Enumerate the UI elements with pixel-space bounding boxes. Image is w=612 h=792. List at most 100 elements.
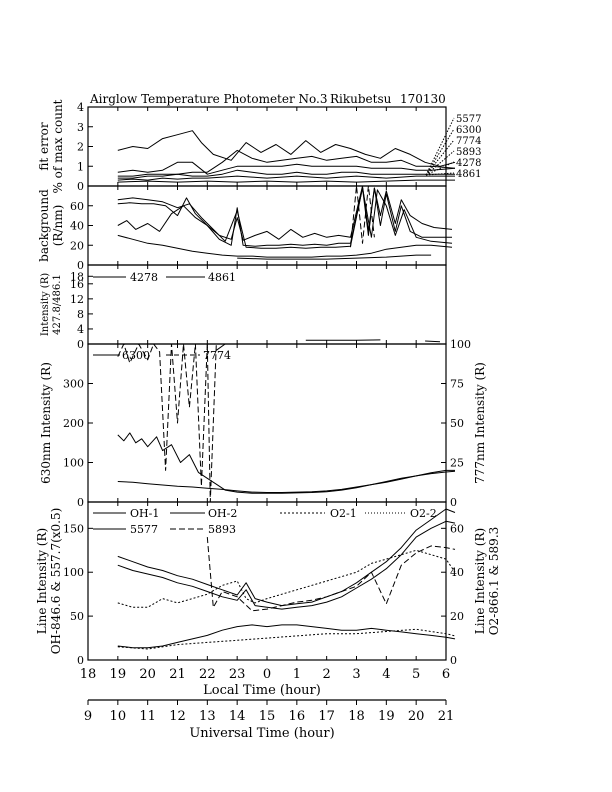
series-7774: [117, 344, 217, 502]
series-6300: [117, 187, 452, 247]
ut-tick-label: 9: [84, 709, 92, 724]
y-right-axis-label: 777nm Intensity (R): [473, 362, 487, 484]
y-tick-label: 0: [77, 180, 84, 193]
legend-o22: O2-2: [410, 507, 437, 520]
series-4861: [425, 340, 441, 343]
legend-6300: 6300: [122, 349, 150, 362]
local-time-tick-label: 20: [139, 667, 156, 682]
side-label-leader: [425, 150, 455, 176]
ut-tick-label: 12: [169, 709, 186, 724]
side-label-leader: [425, 139, 455, 176]
y-axis-label: (R/nm): [51, 205, 65, 247]
local-time-tick-label: 3: [352, 667, 360, 682]
local-time-tick-label: 1: [293, 667, 301, 682]
series-5577: [117, 624, 456, 649]
y-tick-label: 2: [77, 141, 84, 154]
y-right-tick-label: 0: [450, 654, 457, 667]
series-7774: [117, 149, 456, 177]
y-tick-label: 16: [70, 278, 84, 291]
ut-tick-label: 20: [408, 709, 425, 724]
y-right-tick-label: 100: [450, 338, 471, 351]
y-tick-label: 4: [77, 323, 84, 336]
local-time-tick-label: 18: [80, 667, 97, 682]
legend-4861: 4861: [208, 271, 236, 284]
chart-title: Airglow Temperature Photometer No.3: [89, 92, 328, 106]
local-time-tick-label: 22: [199, 667, 216, 682]
local-time-tick-label: 0: [263, 667, 271, 682]
local-time-tick-label: 6: [442, 667, 450, 682]
ut-tick-label: 15: [259, 709, 276, 724]
chart-date: 170130: [400, 92, 446, 106]
side-label: 5893: [456, 147, 481, 158]
y-tick-label: 0: [77, 496, 84, 509]
series-5577: [117, 186, 453, 241]
y-tick-label: 0: [77, 338, 84, 351]
series-4278: [117, 234, 453, 258]
y-right-tick-label: 20: [450, 610, 464, 623]
side-label-leader: [425, 161, 455, 176]
side-label: 4278: [456, 158, 481, 169]
ut-tick-label: 19: [378, 709, 395, 724]
chart-station: Rikubetsu: [330, 92, 392, 106]
y-tick-label: 1: [77, 160, 84, 173]
ut-tick-label: 17: [318, 709, 335, 724]
series-4278: [117, 175, 455, 181]
series-oh-2: [117, 520, 456, 610]
panel-fit-error: 0 1 2 3 4 fit error% of max count: [37, 99, 456, 194]
y-axis-label: Intensity (R): [40, 273, 51, 336]
series-7774: [117, 187, 453, 249]
series-4861: [237, 254, 432, 260]
series-o2-2: [117, 628, 456, 650]
y-tick-label: 150: [63, 522, 84, 535]
legend-o21: O2-1: [330, 507, 357, 520]
ut-tick-label: 16: [289, 709, 306, 724]
series-5893: [350, 186, 375, 248]
panel-frame: [87, 343, 447, 503]
side-label: 7774: [456, 136, 481, 147]
y-tick-label: 100: [63, 566, 84, 579]
y-right-axis-label: O2-866.1 & 589.3: [487, 527, 501, 636]
y-right-axis-label: Line Intensity (R): [473, 528, 487, 634]
legend-oh2: OH-2: [208, 507, 237, 520]
y-tick-label: 3: [77, 121, 84, 134]
y-tick-label: 18: [70, 270, 84, 283]
y-right-tick-label: 60: [450, 522, 464, 535]
y-tick-label: 300: [63, 378, 84, 391]
legend-5577: 5577: [130, 523, 158, 536]
y-axis-label: Line Intensity (R): [35, 528, 49, 634]
ut-tick-label: 21: [438, 709, 455, 724]
y-tick-label: 100: [63, 457, 84, 470]
y-right-tick-label: 40: [450, 566, 464, 579]
y-axis-label: OH-846.6 & 557.7(x0.5): [49, 508, 63, 655]
series-4861: [117, 179, 455, 183]
y-right-tick-label: 75: [450, 378, 464, 391]
y-tick-label: 0: [77, 654, 84, 667]
series-o2-1: [117, 549, 456, 608]
ut-tick-label: 10: [110, 709, 127, 724]
y-tick-label: 4: [77, 101, 84, 114]
local-time-tick-label: 19: [110, 667, 127, 682]
series-6300: [117, 432, 455, 494]
local-time-tick-label: 23: [229, 667, 246, 682]
legend-427-486: 4278 4861: [93, 271, 236, 284]
y-tick-label: 50: [70, 610, 84, 623]
series-5893: [206, 537, 456, 612]
local-time-label: Local Time (hour): [203, 683, 321, 698]
panel-background: 0 20 40 60 background (R/nm): [37, 185, 453, 272]
local-time-tick-label: 4: [382, 667, 390, 682]
ut-tick-label: 13: [199, 709, 216, 724]
series-7774-top: [216, 344, 226, 351]
series-6300-lower-: [117, 470, 456, 493]
y-right-tick-label: 0: [450, 496, 457, 509]
y-axis-label: 630nm Intensity (R): [39, 362, 53, 484]
series-5893: [117, 169, 455, 179]
ut-label: Universal Time (hour): [189, 726, 334, 741]
y-tick-label: 60: [70, 200, 84, 213]
y-tick-label: 20: [70, 239, 84, 252]
legend-7774: 7774: [203, 349, 231, 362]
side-label: 5577: [456, 114, 481, 125]
y-axis-label: background: [37, 189, 51, 262]
